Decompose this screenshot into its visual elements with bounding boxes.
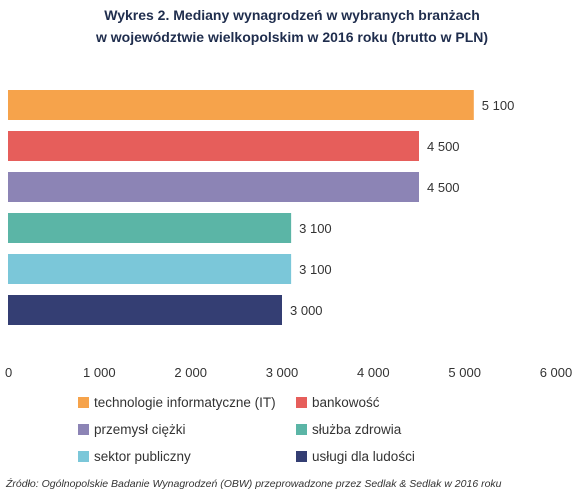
bar-value-label: 3 100 (299, 221, 332, 236)
legend-item: służba zdrowia (296, 422, 401, 437)
x-tick-label: 1 000 (83, 365, 116, 380)
legend-label: bankowość (312, 395, 380, 410)
chart-subtitle: w województwie wielkopolskim w 2016 roku… (95, 29, 489, 45)
x-tick-label: 2 000 (174, 365, 207, 380)
legend-label: przemysł ciężki (94, 422, 186, 437)
bar-value-label: 3 100 (299, 262, 332, 277)
bar-4 (8, 213, 292, 243)
x-tick-label: 5 000 (448, 365, 481, 380)
x-tick-label: 0 (5, 365, 12, 380)
bar-1 (8, 90, 474, 120)
legend-swatch (78, 451, 89, 462)
x-tick-label: 6 000 (540, 365, 573, 380)
chart-title: Wykres 2. Mediany wynagrodzeń w wybranyc… (104, 7, 480, 23)
x-tick-label: 3 000 (266, 365, 299, 380)
legend-label: technologie informatyczne (IT) (94, 395, 276, 410)
legend-swatch (296, 451, 307, 462)
bar-value-label: 3 000 (290, 303, 323, 318)
legend-label: sektor publiczny (94, 449, 191, 464)
bar-5 (8, 254, 292, 284)
bar-chart: 5 100 4 500 4 500 3 100 3 100 3 000 0 1 000 2 00… (5, 90, 573, 380)
legend-item: usługi dla ludości (296, 449, 415, 464)
source-note: Źródło: Ogólnopolskie Badanie Wynagrodze… (6, 478, 502, 490)
bar-value-label: 4 500 (427, 139, 460, 154)
legend-label: usługi dla ludości (312, 449, 415, 464)
legend-item: technologie informatyczne (IT) (78, 395, 276, 410)
legend-item: przemysł ciężki (78, 422, 186, 437)
bar-6 (8, 295, 282, 325)
bar-2 (8, 131, 419, 161)
legend-swatch (296, 424, 307, 435)
x-tick-label: 4 000 (357, 365, 390, 380)
legend-item: sektor publiczny (78, 449, 191, 464)
legend-swatch (78, 397, 89, 408)
bar-value-label: 4 500 (427, 180, 460, 195)
legend-swatch (296, 397, 307, 408)
legend-item: bankowość (296, 395, 380, 410)
legend-swatch (78, 424, 89, 435)
legend-label: służba zdrowia (312, 422, 402, 437)
bar-value-label: 5 100 (482, 98, 515, 113)
bar-3 (8, 172, 419, 202)
